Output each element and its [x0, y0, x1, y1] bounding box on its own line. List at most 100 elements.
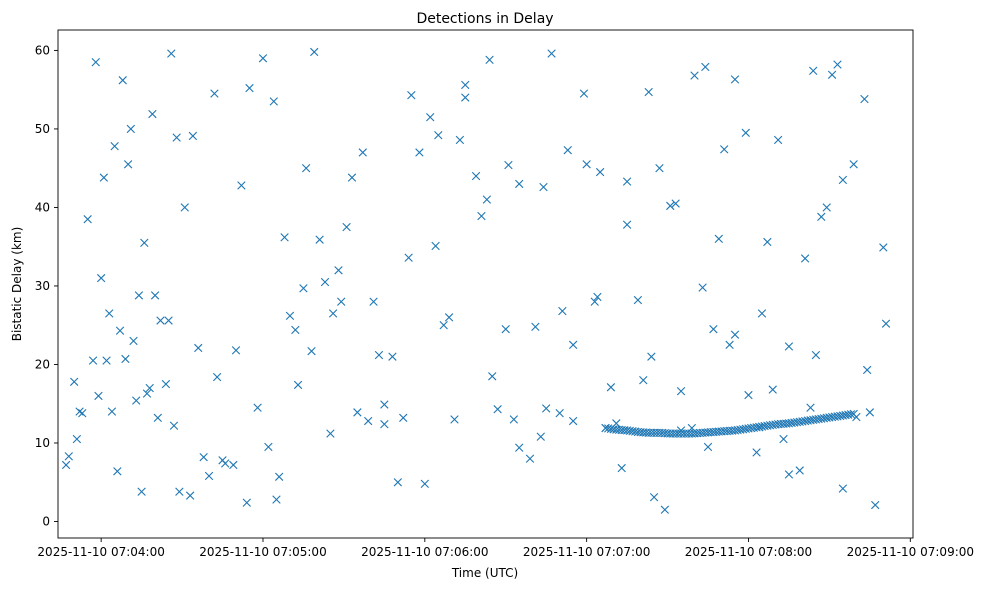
detection-marker	[105, 309, 114, 318]
detection-marker	[644, 87, 653, 97]
plot-markers	[61, 47, 891, 514]
y-axis: 0 10 20 30 40 50 60	[35, 43, 58, 529]
detection-marker	[258, 54, 268, 63]
detection-marker	[404, 253, 413, 262]
detection-marker	[671, 199, 680, 208]
y-tick-label: 30	[35, 279, 50, 293]
detection-marker	[123, 160, 133, 169]
y-tick-label: 10	[35, 436, 50, 450]
detection-marker	[188, 131, 198, 141]
detection-marker	[838, 175, 848, 185]
detection-marker	[293, 380, 303, 390]
detection-marker	[606, 383, 616, 392]
y-tick-label: 20	[35, 357, 50, 371]
detection-marker	[555, 408, 564, 418]
detection-marker	[784, 470, 794, 479]
detection-marker	[231, 346, 241, 355]
detection-marker	[504, 160, 513, 170]
detection-marker	[768, 385, 777, 394]
detection-marker	[342, 222, 351, 232]
y-tick-label: 0	[42, 515, 50, 529]
detection-marker	[180, 203, 189, 212]
detection-marker	[779, 434, 788, 444]
detection-marker	[363, 416, 373, 426]
detection-marker	[320, 277, 330, 287]
detection-marker	[757, 309, 767, 318]
detection-marker	[539, 182, 548, 192]
detection-marker	[461, 93, 470, 102]
detection-marker	[315, 235, 324, 244]
chart-title: Detections in Delay	[416, 11, 553, 27]
detection-marker	[871, 500, 880, 510]
detection-marker	[134, 291, 144, 300]
detection-marker	[129, 336, 138, 346]
detection-marker	[420, 479, 430, 489]
detection-marker	[153, 413, 162, 423]
detection-marker	[622, 177, 632, 186]
detection-marker	[434, 131, 443, 140]
detection-marker	[714, 234, 723, 244]
detection-marker	[730, 330, 740, 339]
detection-marker	[865, 408, 875, 417]
detection-marker	[531, 322, 540, 331]
detection-marker	[169, 421, 179, 430]
detection-marker	[337, 297, 346, 306]
detection-marker	[126, 124, 136, 134]
detection-marker	[301, 164, 311, 173]
detection-marker	[64, 452, 73, 461]
detection-marker	[558, 306, 567, 316]
detection-marker	[703, 442, 713, 452]
detection-marker	[431, 241, 440, 251]
detection-marker	[91, 58, 100, 67]
detection-marker	[69, 377, 79, 386]
detection-marker	[374, 350, 384, 360]
detection-marker	[568, 416, 578, 426]
detection-marker	[204, 471, 214, 481]
detection-marker	[666, 201, 675, 211]
detection-marker	[99, 173, 109, 182]
detection-marker	[838, 484, 848, 493]
detection-marker	[380, 400, 389, 409]
detection-marker	[167, 49, 176, 58]
detection-marker	[358, 148, 367, 157]
detection-marker	[763, 237, 772, 247]
detection-marker	[822, 203, 831, 212]
detection-marker	[450, 415, 459, 424]
detection-marker	[102, 356, 111, 365]
detection-marker	[245, 83, 254, 93]
detection-marker	[811, 350, 821, 360]
detection-marker	[617, 463, 626, 473]
track-marker	[846, 410, 856, 419]
x-tick-label: 2025-11-10 07:06:00	[361, 545, 488, 559]
detection-marker	[161, 379, 171, 389]
x-tick-label: 2025-11-10 07:08:00	[685, 545, 812, 559]
y-tick-label: 60	[35, 43, 50, 57]
detection-marker	[407, 90, 416, 100]
detection-marker	[461, 80, 470, 90]
detection-marker	[150, 291, 160, 300]
detection-marker	[649, 492, 659, 502]
detection-marker	[827, 70, 837, 79]
detection-marker	[72, 434, 82, 444]
detection-marker	[185, 491, 195, 500]
detection-marker	[590, 297, 599, 306]
detection-marker	[145, 383, 154, 393]
detection-marker	[579, 89, 589, 98]
x-tick-label: 2025-11-10 07:09:00	[847, 545, 974, 559]
detection-marker	[132, 396, 141, 405]
detection-marker	[269, 97, 278, 106]
detection-marker	[568, 340, 578, 350]
detection-marker	[75, 407, 84, 416]
detection-marker	[622, 220, 632, 229]
detection-marker	[210, 89, 219, 98]
detection-marker	[595, 167, 605, 177]
detection-marker	[752, 448, 761, 457]
detection-marker	[455, 135, 465, 145]
detection-marker	[773, 135, 783, 145]
detection-marker	[212, 372, 222, 382]
x-axis: 2025-11-10 07:04:00 2025-11-10 07:05:00 20…	[37, 538, 974, 559]
detection-marker	[393, 478, 403, 487]
detection-marker	[647, 352, 656, 361]
detection-marker	[199, 452, 208, 462]
